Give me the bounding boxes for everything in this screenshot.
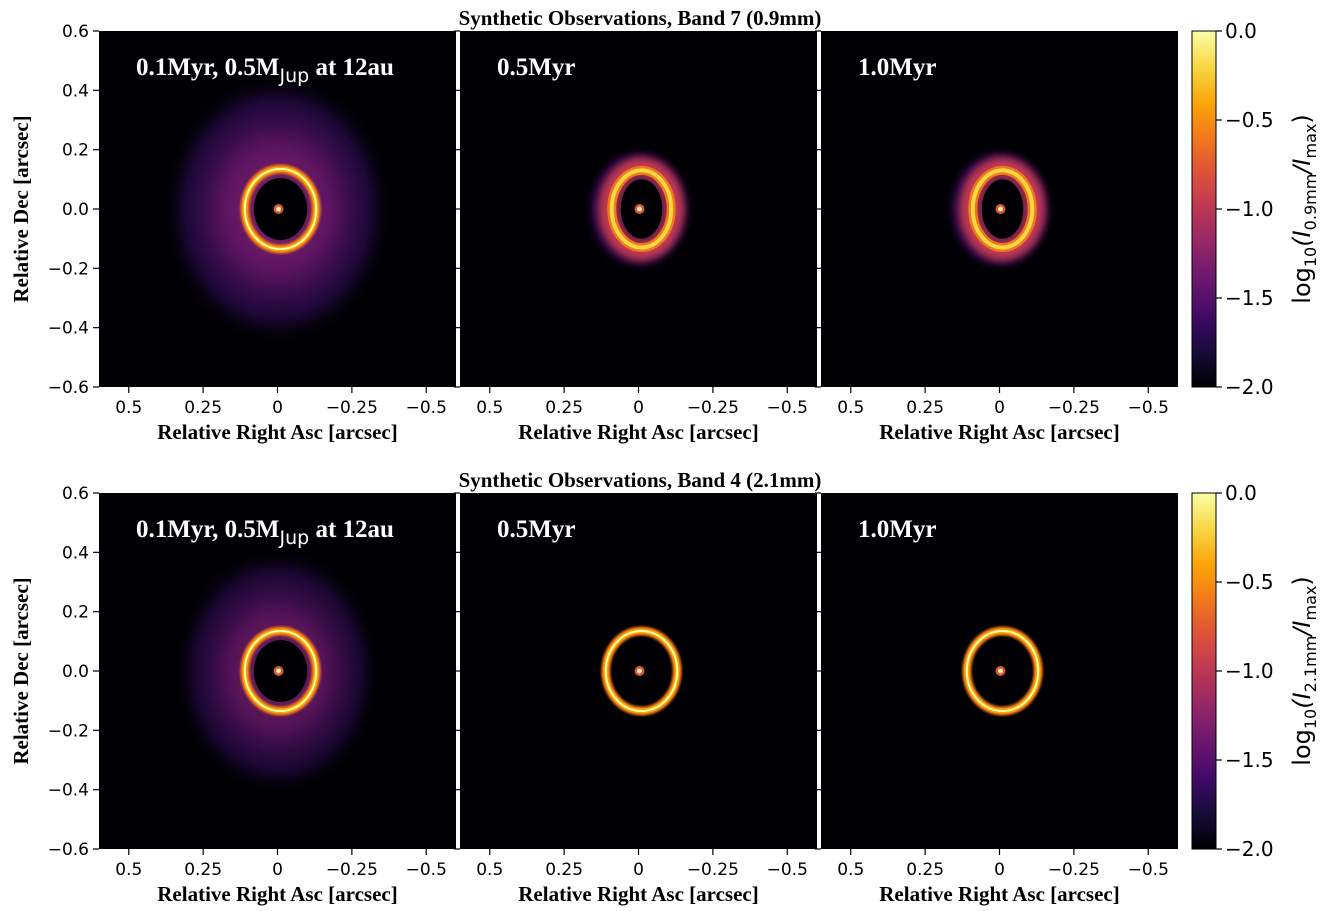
colorbar-tick-label: 0.0 [1225, 481, 1257, 505]
x-tick-label: −0.5 [406, 398, 447, 418]
colorbar: 0.0 −0.5 −1.0 −1.5 −2.0 log10(I2.1mm/Imax) [1191, 481, 1320, 861]
x-tick-label: −0.25 [1048, 398, 1100, 418]
x-tick-label: −0.5 [1128, 860, 1169, 880]
colorbar-tick-label: −2.0 [1225, 375, 1274, 399]
x-axis-label: Relative Right Asc [arcsec] [879, 882, 1119, 906]
colorbar-gradient [1191, 30, 1217, 388]
x-axis-label: Relative Right Asc [arcsec] [518, 882, 758, 906]
x-tick-label: 0.5 [837, 860, 864, 880]
colorbar-tick-label: −1.5 [1225, 748, 1274, 772]
center-spot [637, 206, 642, 212]
ring-core [243, 629, 318, 713]
panel-label: 1.0Myr [858, 516, 936, 543]
colorbar-label: log10(I2.1mm/Imax) [1288, 576, 1320, 765]
x-tick-label: 0 [272, 398, 283, 418]
x-tick-label: 0.5 [115, 860, 142, 880]
panel-label: 0.5Myr [497, 54, 575, 81]
colorbar-tick-label: −1.5 [1225, 286, 1274, 310]
panel-3: 1.0Myr 0.5 0.25 0 −0.25 −0.5 Relative Right As… [815, 30, 1178, 444]
x-axis-label: Relative Right Asc [arcsec] [157, 882, 397, 906]
y-tick-label: −0.2 [48, 721, 89, 741]
ring-core [970, 168, 1035, 250]
x-tick-label: 0.25 [545, 860, 583, 880]
row-1: Synthetic Observations, Band 7 (0.9mm)0.… [9, 6, 1320, 444]
x-tick-label: −0.5 [406, 860, 447, 880]
ring-core [243, 167, 318, 251]
x-tick-label: 0.25 [545, 398, 583, 418]
center-spot [276, 668, 281, 674]
x-tick-label: −0.5 [767, 398, 808, 418]
ring-core [965, 629, 1040, 713]
colorbar-tick-label: −1.0 [1225, 197, 1274, 221]
row-title: Synthetic Observations, Band 7 (0.9mm) [459, 6, 822, 30]
y-tick-label: −0.2 [48, 259, 89, 279]
x-tick-label: 0 [994, 398, 1005, 418]
y-tick-label: −0.6 [48, 378, 89, 398]
x-tick-label: 0.5 [115, 398, 142, 418]
x-tick-label: 0.5 [476, 398, 503, 418]
row-2: Synthetic Observations, Band 4 (2.1mm)0.… [9, 468, 1320, 906]
row-title: Synthetic Observations, Band 4 (2.1mm) [459, 468, 822, 492]
ring-core [609, 168, 674, 250]
center-spot [637, 668, 642, 674]
y-tick-label: 0.0 [62, 200, 89, 220]
panel-1: 0.1Myr, 0.5MJup at 12au 0.5 0.25 0 −0.25 −0.5… [48, 22, 456, 444]
panel-label: 0.1Myr, 0.5MJup at 12au [136, 516, 394, 549]
y-tick-label: 0.0 [62, 662, 89, 682]
x-tick-label: 0.25 [906, 398, 944, 418]
x-tick-label: −0.25 [687, 860, 739, 880]
x-tick-label: 0.5 [476, 860, 503, 880]
x-tick-label: 0.25 [184, 398, 222, 418]
x-axis-label: Relative Right Asc [arcsec] [879, 420, 1119, 444]
x-tick-label: 0.25 [184, 860, 222, 880]
colorbar-gradient [1191, 492, 1217, 850]
colorbar-tick-label: −0.5 [1225, 570, 1274, 594]
x-axis-label: Relative Right Asc [arcsec] [518, 420, 758, 444]
x-tick-label: −0.5 [1128, 398, 1169, 418]
y-tick-label: 0.2 [62, 603, 89, 623]
x-tick-label: 0 [633, 398, 644, 418]
center-spot [998, 668, 1003, 674]
x-tick-label: 0 [272, 860, 283, 880]
x-tick-label: −0.5 [767, 860, 808, 880]
colorbar-tick-label: −1.0 [1225, 659, 1274, 683]
x-tick-label: −0.25 [1048, 860, 1100, 880]
colorbar-label: log10(I0.9mm/Imax) [1288, 114, 1320, 303]
x-tick-label: 0.5 [837, 398, 864, 418]
y-tick-label: −0.4 [48, 319, 89, 339]
y-tick-label: 0.4 [62, 81, 89, 101]
x-tick-label: 0 [994, 860, 1005, 880]
x-tick-label: 0.25 [906, 860, 944, 880]
ring-core [604, 629, 679, 713]
colorbar-tick-label: −0.5 [1225, 108, 1274, 132]
y-tick-label: −0.4 [48, 781, 89, 801]
y-tick-label: 0.6 [62, 484, 89, 504]
x-tick-label: −0.25 [326, 860, 378, 880]
panel-label: 0.5Myr [497, 516, 575, 543]
y-axis-label: Relative Dec [arcsec] [9, 577, 33, 764]
y-tick-label: −0.6 [48, 840, 89, 860]
y-tick-label: 0.4 [62, 543, 89, 563]
panel-label: 1.0Myr [858, 54, 936, 81]
x-axis-label: Relative Right Asc [arcsec] [157, 420, 397, 444]
panel-2: 0.5Myr 0.5 0.25 0 −0.25 −0.5 Relative Right As… [454, 492, 817, 906]
panel-label: 0.1Myr, 0.5MJup at 12au [136, 54, 394, 87]
center-spot [276, 206, 281, 212]
x-tick-label: 0 [633, 860, 644, 880]
y-tick-label: 0.6 [62, 22, 89, 42]
x-tick-label: −0.25 [326, 398, 378, 418]
y-axis-label: Relative Dec [arcsec] [9, 115, 33, 302]
colorbar-tick-label: −2.0 [1225, 837, 1274, 861]
x-tick-label: −0.25 [687, 398, 739, 418]
panel-3: 1.0Myr 0.5 0.25 0 −0.25 −0.5 Relative Right As… [815, 492, 1178, 906]
panel-1: 0.1Myr, 0.5MJup at 12au 0.5 0.25 0 −0.25 −0.5… [48, 484, 456, 906]
colorbar: 0.0 −0.5 −1.0 −1.5 −2.0 log10(I0.9mm/Imax) [1191, 19, 1320, 399]
y-tick-label: 0.2 [62, 141, 89, 161]
panel-2: 0.5Myr 0.5 0.25 0 −0.25 −0.5 Relative Right As… [454, 30, 817, 444]
colorbar-tick-label: 0.0 [1225, 19, 1257, 43]
center-spot [998, 206, 1003, 212]
